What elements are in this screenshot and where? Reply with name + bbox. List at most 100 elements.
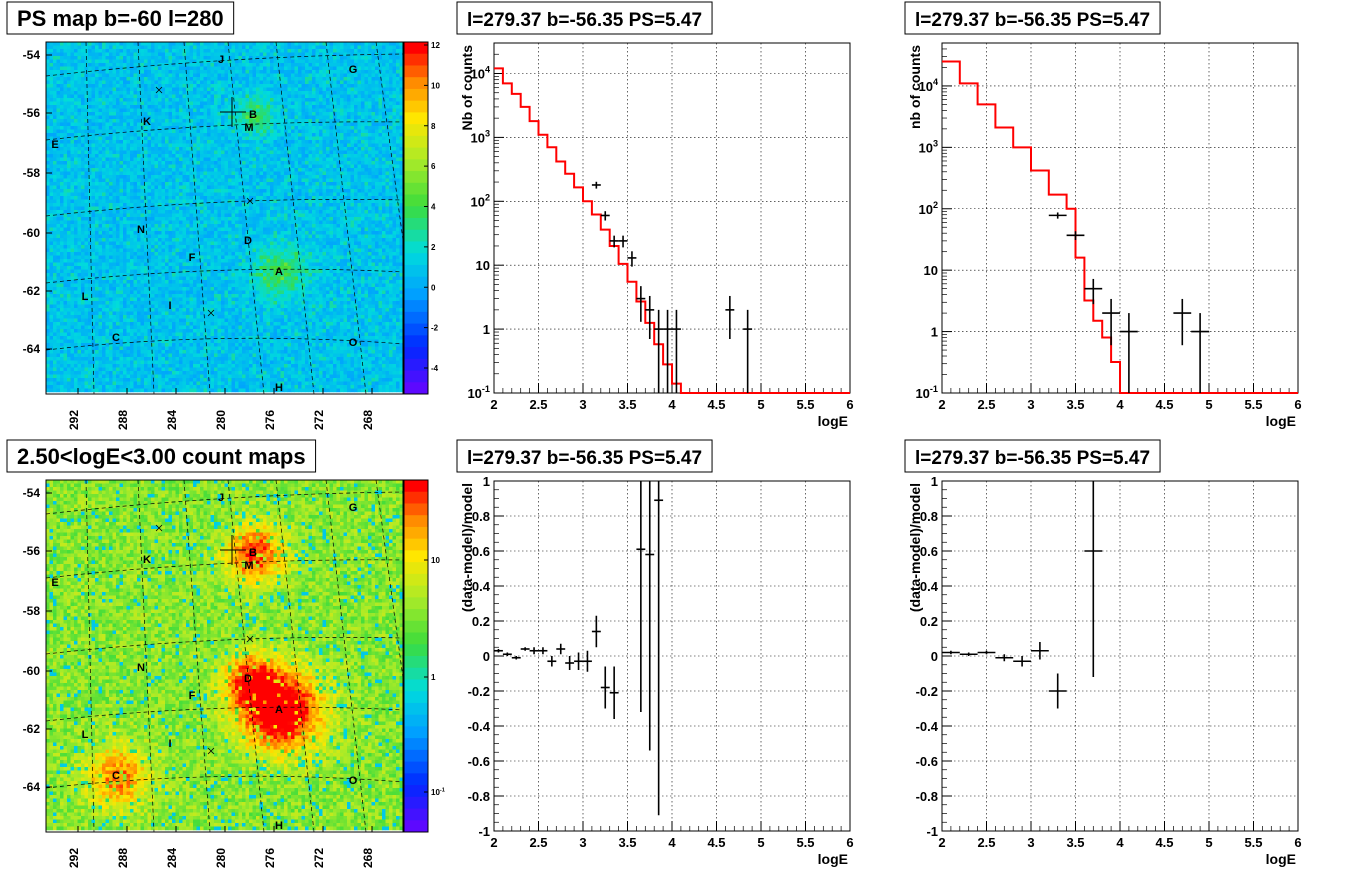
heatmap-cell xyxy=(172,87,176,92)
heatmap-cell xyxy=(256,147,260,151)
heatmap-cell xyxy=(53,66,57,71)
heatmap-cell xyxy=(308,98,313,102)
heatmap-cell xyxy=(382,45,386,50)
heatmap-cell xyxy=(385,136,390,141)
heatmap-cell xyxy=(301,91,306,95)
heatmap-cell xyxy=(259,192,264,197)
heatmap-cell xyxy=(322,154,327,158)
heatmap-cell xyxy=(154,196,159,200)
heatmap-cell xyxy=(392,105,397,109)
heatmap-cell xyxy=(312,150,316,155)
heatmap-cell xyxy=(389,210,393,214)
heatmap-cell xyxy=(392,168,397,172)
heatmap-cell xyxy=(133,192,138,197)
heatmap-cell xyxy=(224,45,229,50)
heatmap-cell xyxy=(95,154,99,158)
heatmap-cell xyxy=(210,66,215,71)
heatmap-cell xyxy=(200,77,204,81)
heatmap-cell xyxy=(392,108,397,113)
heatmap-cell xyxy=(221,101,225,106)
heatmap-cell xyxy=(364,87,369,92)
heatmap-cell xyxy=(130,126,134,130)
heatmap-cell xyxy=(112,210,117,214)
heatmap-cell xyxy=(326,182,330,186)
heatmap-cell xyxy=(235,94,239,99)
heatmap-cell xyxy=(392,192,397,197)
heatmap-cell xyxy=(224,80,229,85)
heatmap-cell xyxy=(151,199,155,204)
heatmap-cell xyxy=(378,66,383,71)
heatmap-cell xyxy=(347,196,351,200)
heatmap-cell xyxy=(147,161,152,165)
heatmap-cell xyxy=(84,164,89,169)
heatmap-cell xyxy=(109,157,113,162)
heatmap-cell xyxy=(53,143,57,148)
heatmap-cell xyxy=(350,91,355,95)
heatmap-cell xyxy=(287,192,292,197)
heatmap-cell xyxy=(259,143,264,148)
heatmap-cell xyxy=(347,168,351,172)
heatmap-cell xyxy=(315,171,320,176)
heatmap-cell xyxy=(259,189,264,193)
heatmap-cell xyxy=(284,105,288,109)
heatmap-cell xyxy=(98,136,103,141)
heatmap-cell xyxy=(385,154,390,158)
heatmap-cell xyxy=(123,161,127,165)
heatmap-cell xyxy=(98,192,103,197)
heatmap-cell xyxy=(305,59,309,64)
heatmap-cell xyxy=(399,115,404,120)
heatmap-cell xyxy=(385,143,390,148)
heatmap-cell xyxy=(350,192,355,197)
heatmap-cell xyxy=(228,119,232,123)
heatmap-cell xyxy=(249,73,253,78)
heatmap-cell xyxy=(214,112,218,116)
heatmap-cell xyxy=(228,210,232,214)
heatmap-cell xyxy=(193,196,197,200)
heatmap-cell xyxy=(140,84,145,88)
heatmap-cell xyxy=(350,80,355,85)
heatmap-cell xyxy=(315,140,320,144)
heatmap-cell xyxy=(63,70,68,74)
heatmap-cell xyxy=(56,91,61,95)
heatmap-cell xyxy=(319,161,323,165)
heatmap-cell xyxy=(224,52,229,57)
heatmap-cell xyxy=(301,126,306,130)
heatmap-cell xyxy=(396,143,400,148)
heatmap-cell xyxy=(259,147,264,151)
heatmap-cell xyxy=(259,168,264,172)
heatmap-cell xyxy=(133,73,138,78)
heatmap-cell xyxy=(147,154,152,158)
heatmap-cell xyxy=(347,185,351,190)
heatmap-cell xyxy=(277,203,281,207)
heatmap-cell xyxy=(245,150,250,155)
heatmap-cell xyxy=(326,119,330,123)
heatmap-cell xyxy=(354,52,358,57)
heatmap-cell xyxy=(84,45,89,50)
heatmap-cell xyxy=(193,112,197,116)
heatmap-cell xyxy=(77,52,82,57)
heatmap-cell xyxy=(119,168,124,172)
heatmap-cell xyxy=(102,199,106,204)
heatmap-cell xyxy=(273,119,278,123)
heatmap-cell xyxy=(245,87,250,92)
heatmap-cell xyxy=(116,59,120,64)
heatmap-cell xyxy=(392,98,397,102)
heatmap-cell xyxy=(200,45,204,50)
heatmap-cell xyxy=(123,129,127,134)
heatmap-cell xyxy=(161,122,166,127)
heatmap-cell xyxy=(228,157,232,162)
heatmap-cell xyxy=(224,49,229,53)
heatmap-cell xyxy=(221,115,225,120)
heatmap-cell xyxy=(266,164,271,169)
heatmap-cell xyxy=(210,154,215,158)
heatmap-cell xyxy=(168,199,173,204)
heatmap-cell xyxy=(123,185,127,190)
heatmap-cell xyxy=(105,94,110,99)
heatmap-cell xyxy=(333,66,337,71)
heatmap-cell xyxy=(189,66,194,71)
heatmap-cell xyxy=(53,171,57,176)
heatmap-cell xyxy=(368,119,372,123)
heatmap-cell xyxy=(238,168,243,172)
heatmap-cell xyxy=(392,63,397,67)
heatmap-cell xyxy=(354,185,358,190)
